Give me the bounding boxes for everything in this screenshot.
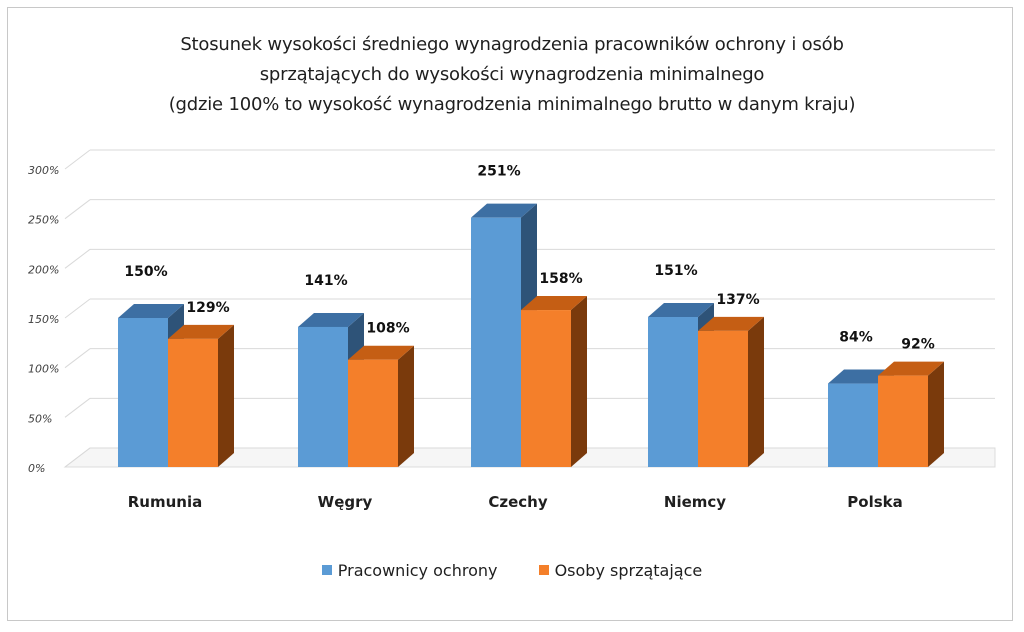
data-label: 129%	[186, 300, 229, 316]
bar	[348, 359, 398, 467]
x-tick-label: Rumunia	[128, 493, 202, 511]
bar-side	[928, 361, 944, 467]
y-tick-label: 0%	[28, 462, 45, 475]
bar	[698, 330, 748, 467]
y-tick-label: 100%	[28, 363, 59, 376]
bar	[168, 338, 218, 467]
x-tick-label: Czechy	[488, 493, 547, 511]
data-label: 150%	[124, 264, 167, 280]
bar-top	[348, 345, 414, 360]
bar-top	[471, 203, 537, 218]
gridline-diagonal	[64, 397, 91, 418]
data-label: 141%	[304, 273, 347, 289]
bar-top	[168, 324, 234, 339]
bar-top	[118, 304, 184, 318]
bar	[298, 326, 348, 467]
bar-side	[748, 316, 764, 467]
data-label: 92%	[901, 337, 935, 353]
gridline-diagonal	[64, 348, 91, 369]
bar-side	[398, 345, 414, 467]
y-tick-label: 50%	[28, 412, 52, 425]
chart-title-line-1: Stosunek wysokości średniego wynagrodzen…	[180, 34, 844, 55]
data-label: 151%	[654, 263, 697, 279]
y-tick-label: 300%	[28, 164, 59, 177]
chart-title: Stosunek wysokości średniego wynagrodzen…	[0, 30, 1024, 120]
gridline-diagonal	[64, 447, 91, 468]
bar-top	[878, 361, 944, 376]
legend-swatch-security	[321, 565, 332, 575]
bar-top	[648, 303, 714, 318]
gridline-diagonal	[64, 199, 91, 220]
bar-top	[298, 312, 364, 327]
data-label: 251%	[477, 164, 520, 180]
bar	[118, 318, 168, 467]
legend-label-cleaning: Osoby sprzątające	[554, 560, 703, 580]
gridline-diagonal	[64, 248, 91, 269]
x-tick-label: Polska	[847, 493, 902, 511]
data-label: 137%	[716, 292, 759, 308]
legend-item-security: Pracownicy ochrony	[321, 560, 498, 580]
bar	[521, 310, 571, 467]
bar	[471, 217, 521, 467]
y-tick-label: 150%	[28, 313, 59, 326]
gridline-diagonal	[64, 298, 91, 319]
bar	[828, 383, 878, 467]
data-label: 108%	[366, 321, 409, 337]
x-tick-label: Węgry	[318, 493, 373, 511]
legend-swatch-cleaning	[538, 565, 549, 575]
chart-title-line-3: (gdzie 100% to wysokość wynagrodzenia mi…	[168, 94, 856, 115]
data-label: 84%	[839, 330, 873, 346]
y-tick-label: 200%	[28, 263, 59, 276]
chart-title-line-2: sprzątających do wysokości wynagrodzenia…	[259, 64, 765, 85]
bar	[878, 375, 928, 467]
gridline-diagonal	[64, 149, 91, 170]
legend-item-cleaning: Osoby sprzątające	[538, 560, 703, 580]
bar-side	[571, 296, 587, 467]
y-tick-label: 250%	[28, 214, 59, 227]
chart-legend: Pracownicy ochrony Osoby sprzątające	[0, 560, 1024, 580]
bar-side	[218, 324, 234, 467]
data-label: 158%	[539, 271, 582, 287]
x-tick-label: Niemcy	[664, 493, 726, 511]
bar	[648, 317, 698, 467]
bar-top	[828, 369, 894, 384]
bar-top	[521, 296, 587, 311]
legend-label-security: Pracownicy ochrony	[337, 560, 498, 580]
bar-top	[698, 316, 764, 331]
